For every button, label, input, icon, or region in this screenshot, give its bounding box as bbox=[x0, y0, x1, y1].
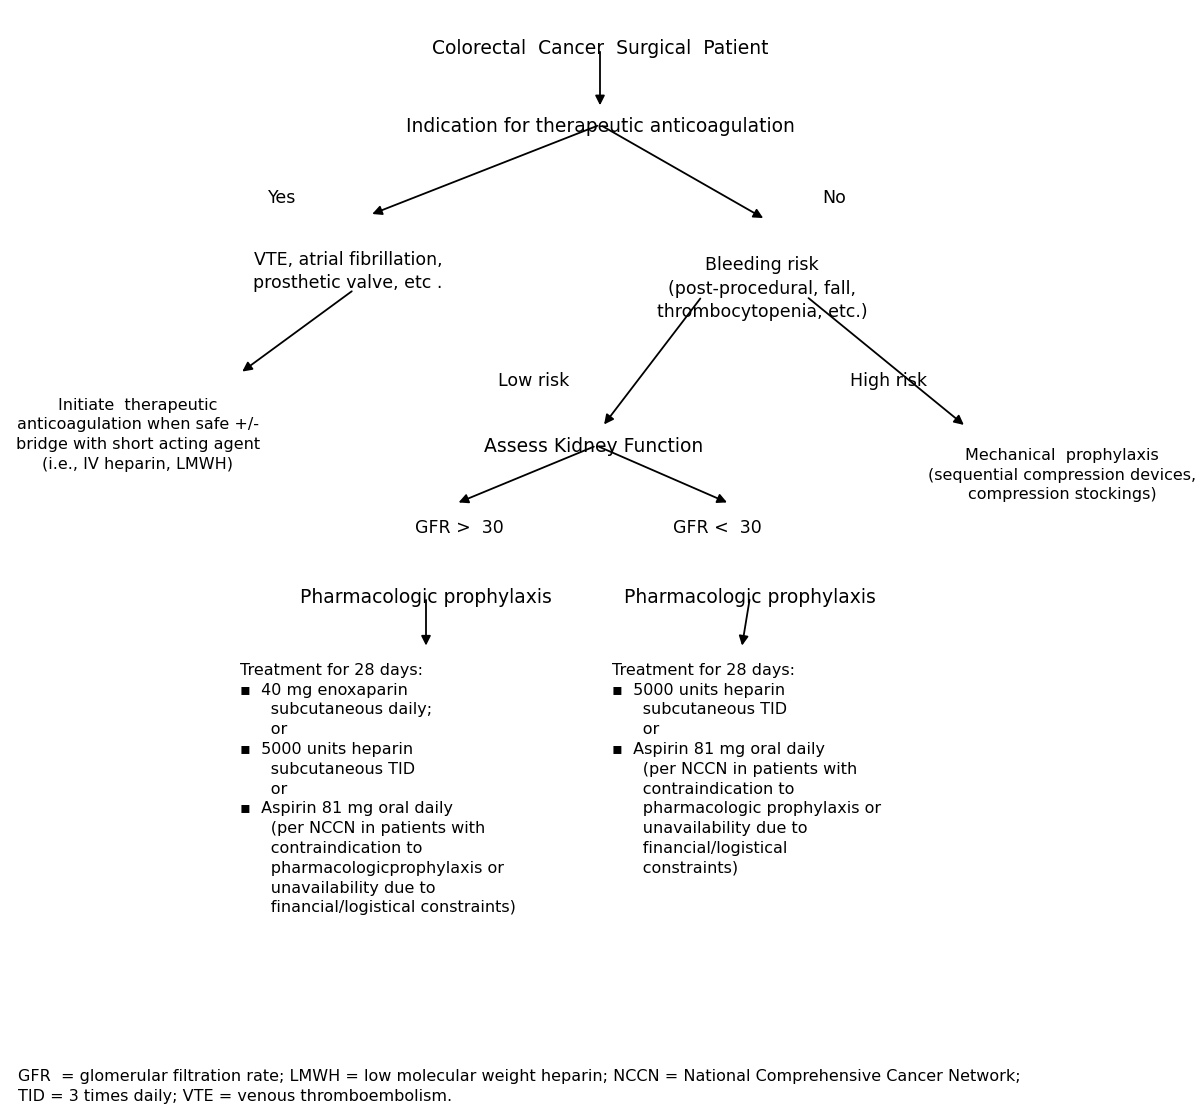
Text: Treatment for 28 days:
▪  5000 units heparin
      subcutaneous TID
      or
▪  : Treatment for 28 days: ▪ 5000 units hepa… bbox=[612, 663, 881, 876]
Text: Yes: Yes bbox=[268, 189, 296, 207]
Text: Low risk: Low risk bbox=[498, 372, 570, 390]
Text: Pharmacologic prophylaxis: Pharmacologic prophylaxis bbox=[300, 588, 552, 607]
Text: Initiate  therapeutic
anticoagulation when safe +/-
bridge with short acting age: Initiate therapeutic anticoagulation whe… bbox=[16, 398, 260, 472]
Text: VTE, atrial fibrillation,
prosthetic valve, etc .: VTE, atrial fibrillation, prosthetic val… bbox=[253, 251, 443, 292]
Text: Colorectal  Cancer  Surgical  Patient: Colorectal Cancer Surgical Patient bbox=[432, 39, 768, 58]
Text: No: No bbox=[822, 189, 846, 207]
Text: Assess Kidney Function: Assess Kidney Function bbox=[485, 437, 703, 456]
Text: High risk: High risk bbox=[850, 372, 926, 390]
Text: Indication for therapeutic anticoagulation: Indication for therapeutic anticoagulati… bbox=[406, 117, 794, 136]
Text: Mechanical  prophylaxis
(sequential compression devices,
compression stockings): Mechanical prophylaxis (sequential compr… bbox=[928, 448, 1196, 502]
Text: GFR >  30: GFR > 30 bbox=[415, 519, 504, 537]
Text: GFR  = glomerular filtration rate; LMWH = low molecular weight heparin; NCCN = N: GFR = glomerular filtration rate; LMWH =… bbox=[18, 1069, 1021, 1104]
Text: Treatment for 28 days:
▪  40 mg enoxaparin
      subcutaneous daily;
      or
▪ : Treatment for 28 days: ▪ 40 mg enoxapari… bbox=[240, 663, 516, 916]
Text: Pharmacologic prophylaxis: Pharmacologic prophylaxis bbox=[624, 588, 876, 607]
Text: GFR <  30: GFR < 30 bbox=[673, 519, 762, 537]
Text: Bleeding risk
(post-procedural, fall,
thrombocytopenia, etc.): Bleeding risk (post-procedural, fall, th… bbox=[656, 256, 868, 322]
